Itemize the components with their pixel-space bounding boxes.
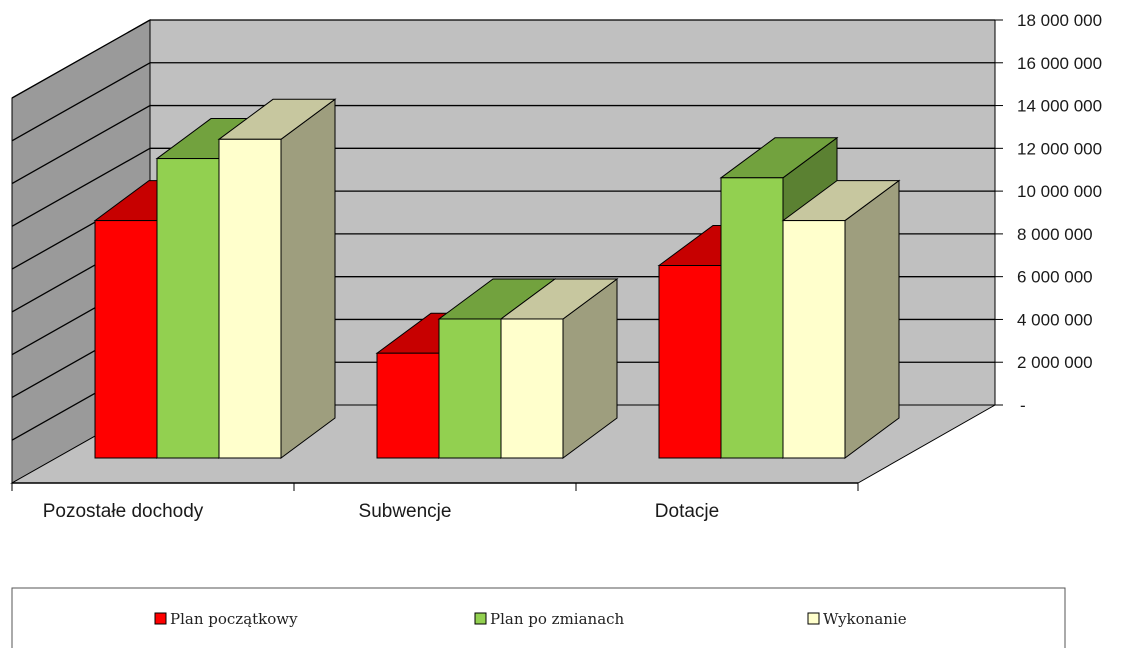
bar — [500, 318, 564, 459]
y-tick-label: 12 000 000 — [1017, 139, 1102, 158]
y-tick-label: 16 000 000 — [1017, 54, 1102, 73]
bars — [93, 98, 901, 459]
bar — [156, 158, 220, 459]
y-tick-label: 18 000 000 — [1017, 11, 1102, 30]
bar — [376, 352, 440, 459]
legend-label: Plan po zmianach — [490, 610, 625, 628]
legend-swatch — [154, 612, 167, 625]
y-tick-label: 14 000 000 — [1017, 97, 1102, 116]
legend-label: Wykonanie — [823, 610, 907, 628]
y-tick-label: - — [1020, 396, 1026, 415]
gridline-side — [11, 62, 151, 142]
bar — [438, 318, 502, 459]
x-axis: Pozostałe dochody Subwencje Dotacje — [11, 482, 859, 522]
bar — [782, 220, 846, 459]
y-tick-label: 10 000 000 — [1017, 182, 1102, 201]
gridline-side — [11, 19, 151, 99]
y-tick-label: 2 000 000 — [1017, 353, 1093, 372]
legend-swatch — [474, 612, 487, 625]
x-tick-label: Dotacje — [655, 501, 719, 522]
legend-swatch — [807, 612, 820, 625]
x-tick-label: Pozostałe dochody — [43, 501, 204, 522]
y-tick-label: 8 000 000 — [1017, 225, 1093, 244]
legend-label: Plan początkowy — [170, 610, 298, 628]
bar — [720, 177, 784, 459]
legend-box — [11, 587, 1066, 648]
bar-side — [844, 179, 900, 459]
bar-side — [280, 98, 336, 459]
y-tick-label: 6 000 000 — [1017, 268, 1093, 287]
x-tick-label: Subwencje — [359, 501, 452, 522]
bar — [218, 138, 282, 459]
y-axis: - 2 000 000 4 000 000 6 000 000 8 000 000 10 … — [994, 11, 1102, 415]
bar — [658, 265, 722, 459]
y-tick-label: 4 000 000 — [1017, 310, 1093, 329]
gridline-side — [11, 147, 151, 227]
gridline-side — [11, 104, 151, 185]
bar — [94, 220, 158, 459]
legend: Plan początkowy Plan po zmianach Wykonanie — [11, 587, 1066, 648]
